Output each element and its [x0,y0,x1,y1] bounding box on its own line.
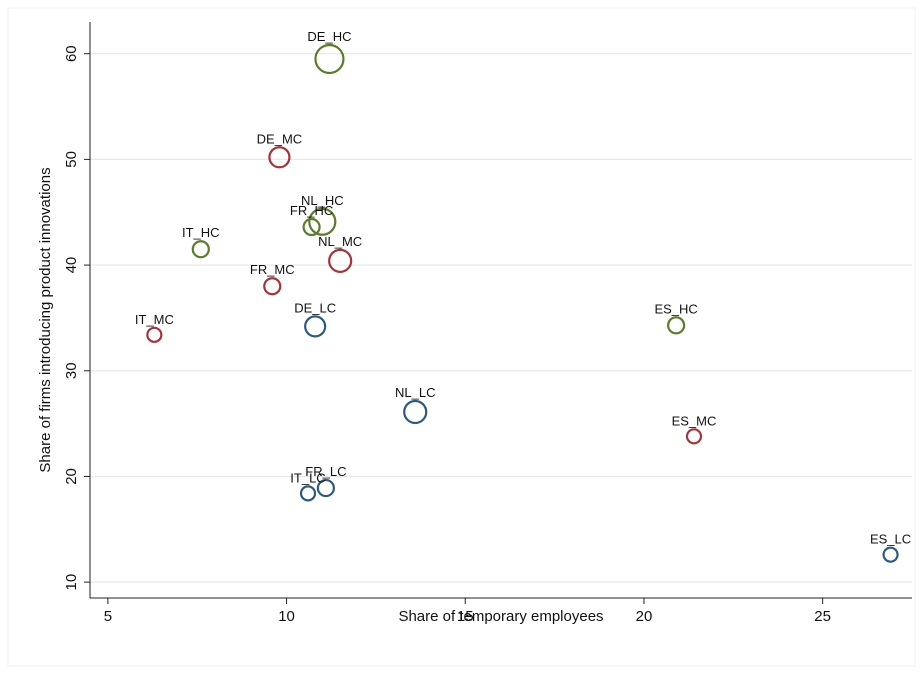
x-tick-label-25: 25 [814,608,831,625]
x-tick-label-20: 20 [636,608,653,625]
point-de-mc [268,146,291,169]
point-fr-mc [263,277,282,296]
point-label-nl-mc: NL_MC [318,234,362,249]
point-label-fr-lc: FR_LC [305,464,346,479]
point-label-it-lc: IT_LC [290,470,325,485]
y-axis-title: Share of firms introducing product innov… [37,167,54,472]
point-fr-hc [302,217,321,237]
point-label-fr-hc: FR_HC [290,203,333,218]
y-tick-label-40: 40 [63,257,80,274]
point-label-de-mc: DE_MC [257,131,303,146]
point-de-hc [314,43,345,75]
point-es-hc [667,316,686,335]
chart-border [7,7,916,667]
point-label-es-lc: ES_LC [870,532,911,547]
point-es-lc [882,546,899,563]
point-label-de-lc: DE_LC [294,300,336,315]
point-label-es-mc: ES_MC [672,413,717,428]
point-label-es-hc: ES_HC [654,301,697,316]
x-tick-label-10: 10 [278,608,295,625]
y-tick-label-30: 30 [63,362,80,379]
point-label-de-hc: DE_HC [307,29,351,44]
x-tick-label-5: 5 [104,608,112,625]
axes: 10 20 30 40 50 60 5 10 15 20 25 [63,22,912,625]
point-label-fr-mc: FR_MC [250,262,295,277]
point-it-lc [299,485,317,502]
point-label-it-mc: IT_MC [135,312,174,327]
point-es-mc [685,428,703,445]
y-tick-label-20: 20 [63,468,80,485]
y-tick-label-10: 10 [63,574,80,591]
y-tick-label-50: 50 [63,151,80,168]
point-nl-lc [403,399,428,425]
y-tick-label-60: 60 [63,45,80,62]
point-de-lc [304,315,327,338]
point-label-it-hc: IT_HC [182,225,220,240]
point-nl-mc [328,248,353,273]
point-fr-lc [316,478,335,498]
point-it-mc [146,326,163,343]
point-label-nl-lc: NL_LC [395,385,435,400]
x-tick-label-15: 15 [457,608,474,625]
data-points [146,43,899,563]
grid-lines [90,53,912,583]
point-label-nl-hc: NL_HC [301,193,344,208]
point-it-hc [191,240,210,259]
x-axis-title: Share of temporary employees [398,608,603,625]
point-nl-hc [308,207,337,236]
